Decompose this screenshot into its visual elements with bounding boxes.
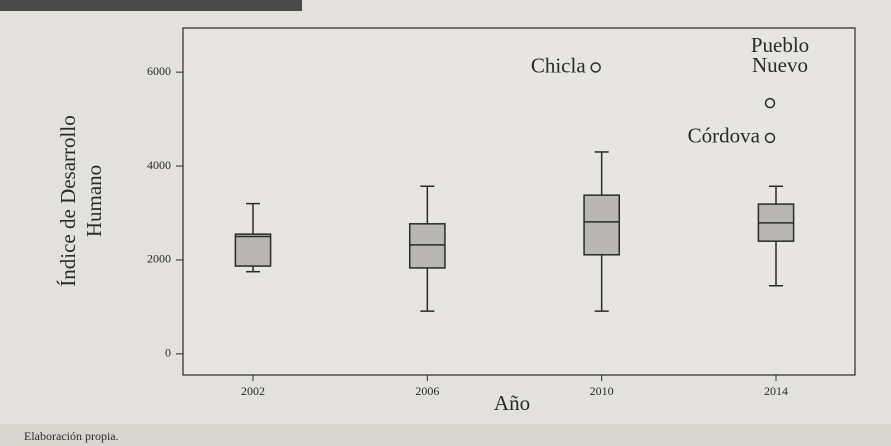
source-note: Elaboración propia. <box>24 429 119 443</box>
x-tick-label: 2010 <box>590 384 614 398</box>
box <box>234 233 272 267</box>
header-bar <box>0 0 302 11</box>
x-axis-title: Año <box>494 391 530 415</box>
x-tick-label: 2006 <box>415 384 439 398</box>
outlier <box>764 132 776 144</box>
plot-frame <box>182 27 856 376</box>
x-tick-label: 2002 <box>241 384 265 398</box>
outlier-label: Córdova <box>688 124 761 148</box>
box <box>408 223 446 269</box>
outlier-label: Pueblo <box>751 33 809 57</box>
y-axis-title: Índice de Desarrollo <box>56 115 80 286</box>
box <box>583 194 621 256</box>
y-tick-label: 4000 <box>147 158 171 172</box>
outlier <box>590 62 601 73</box>
outlier-label: Nuevo <box>752 53 808 77</box>
y-tick-label: 0 <box>165 346 171 360</box>
y-tick-label: 6000 <box>147 64 171 78</box>
y-axis-title: Humano <box>82 165 106 237</box>
footer-strip <box>0 424 891 446</box>
outlier <box>764 97 776 109</box>
y-tick-label: 2000 <box>147 252 171 266</box>
x-tick-label: 2014 <box>764 384 788 398</box>
outlier-label: Chicla <box>531 53 586 77</box>
